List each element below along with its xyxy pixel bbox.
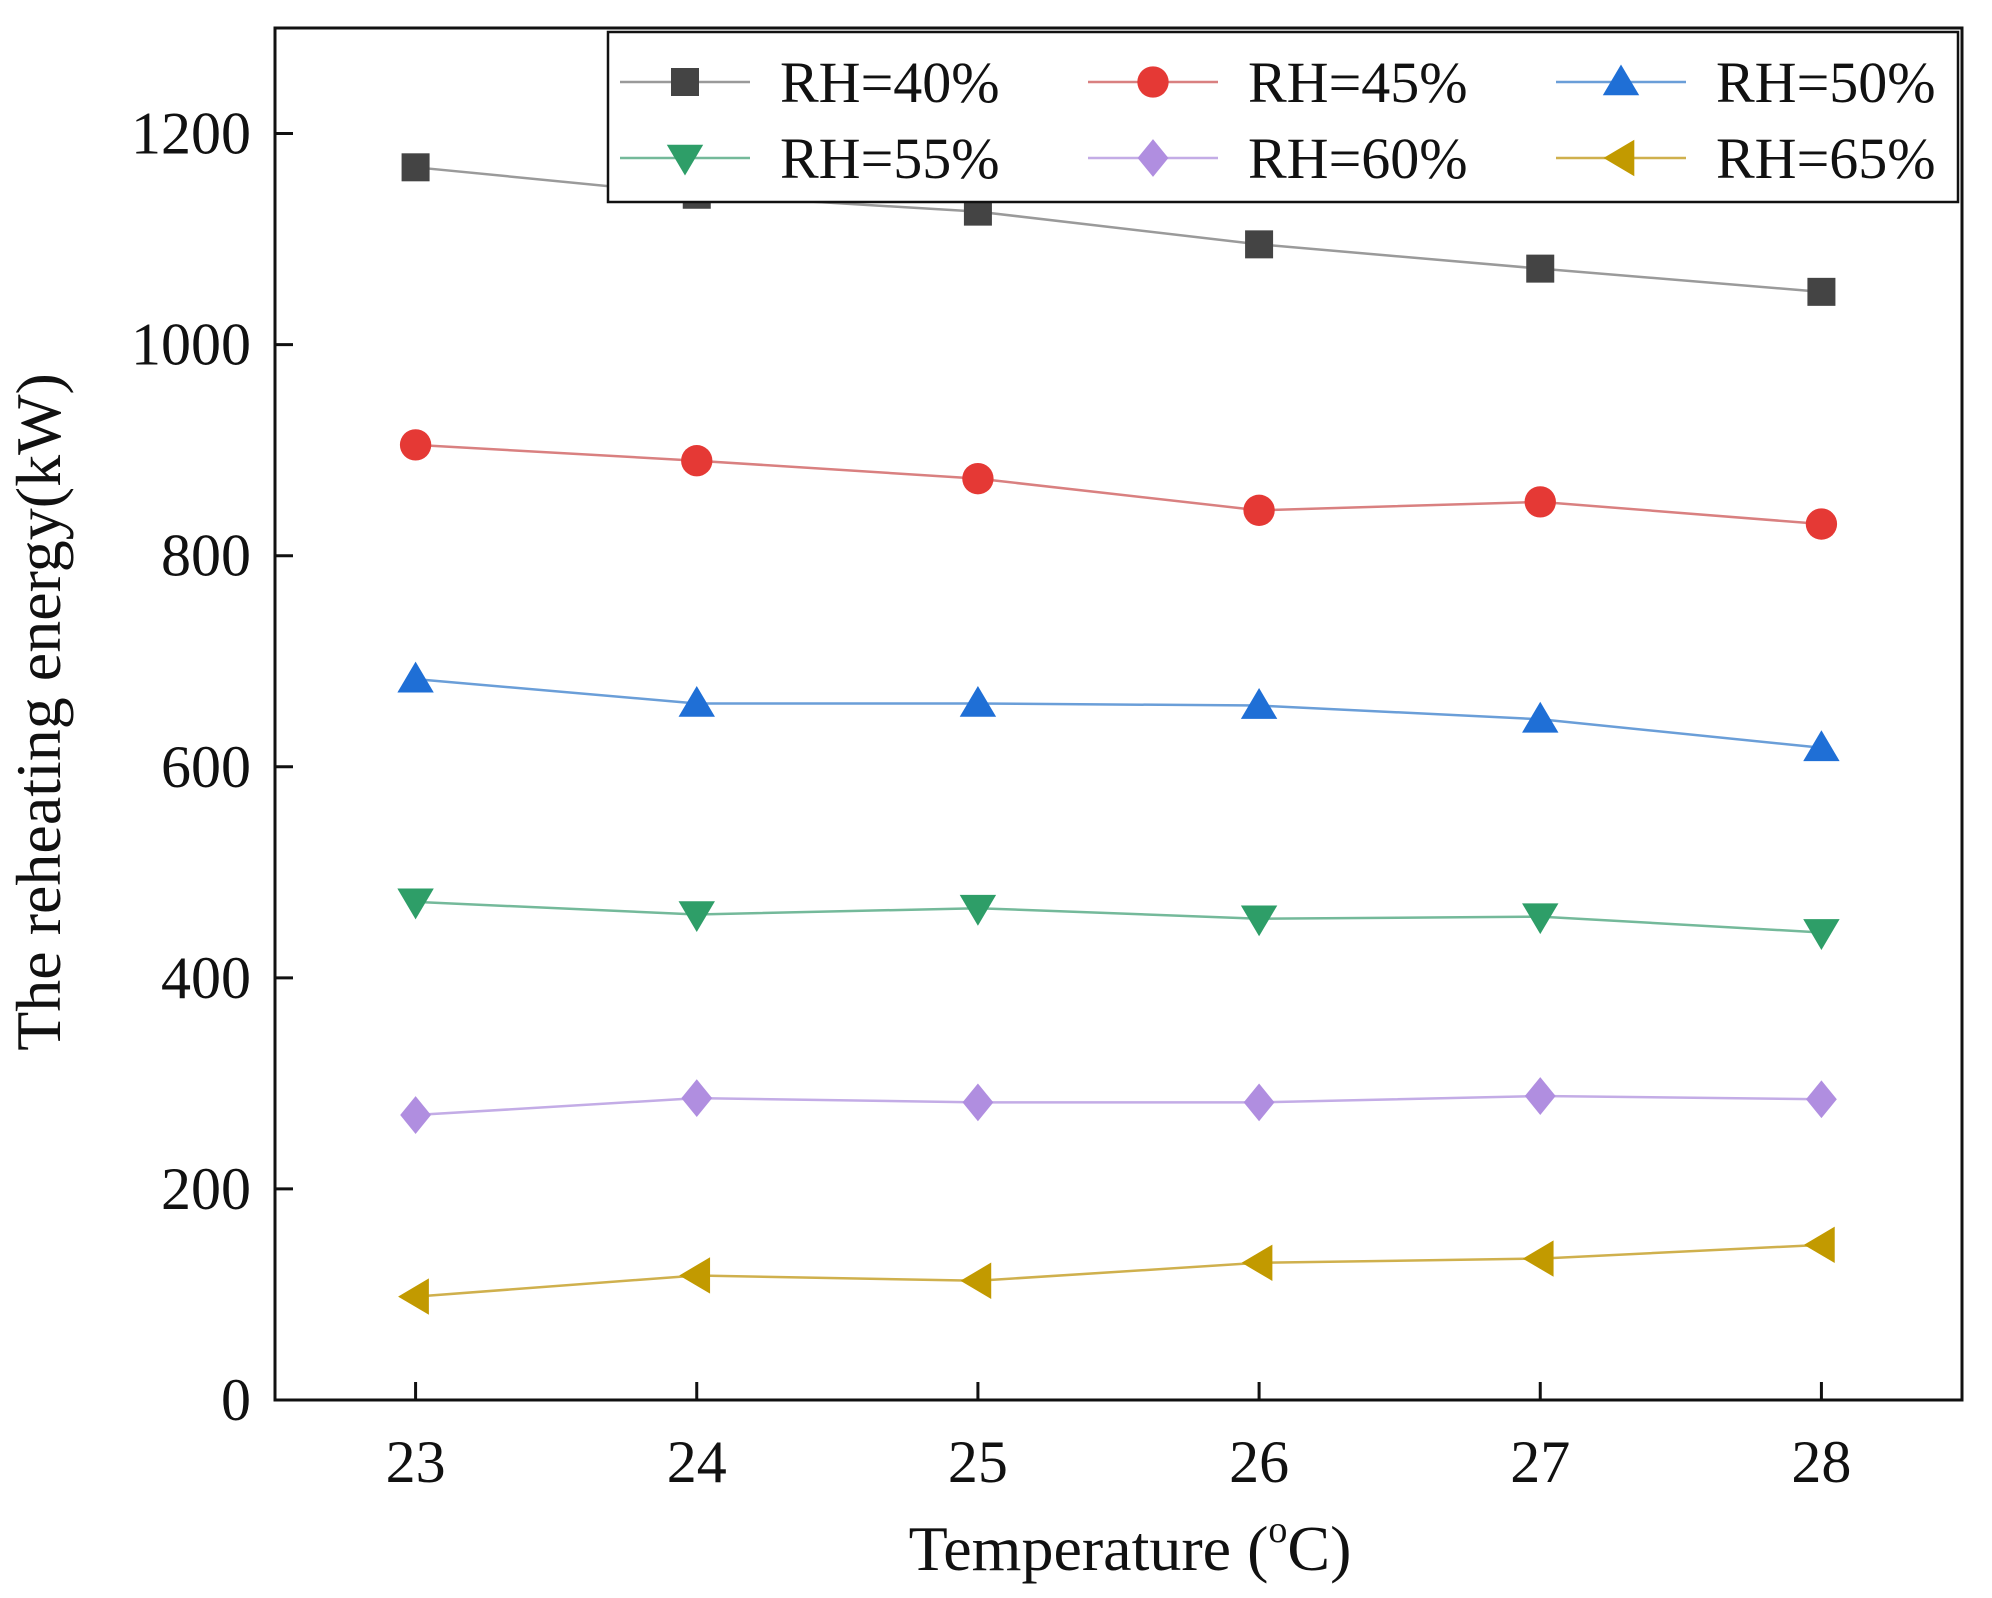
data-point	[959, 685, 997, 717]
x-tick-label: 26	[1229, 1429, 1289, 1495]
data-point	[1522, 1240, 1554, 1277]
y-tick-label: 400	[161, 945, 251, 1011]
x-tick-label: 25	[948, 1429, 1008, 1495]
data-point	[959, 894, 997, 926]
data-point	[1245, 230, 1274, 259]
x-tick-label: 27	[1510, 1429, 1570, 1495]
legend-marker	[671, 68, 699, 96]
data-point	[681, 445, 713, 477]
data-point	[1803, 730, 1840, 762]
data-point	[1240, 905, 1278, 937]
data-point	[1522, 903, 1559, 935]
y-tick-label: 1000	[131, 312, 251, 378]
plot-area: 0 200 400 600 800 1000 1200 23 24 25 26 27 28	[131, 26, 1964, 1495]
legend-label: RH=45%	[1248, 50, 1468, 115]
y-tick-label: 800	[161, 523, 251, 589]
legend: RH=40% RH=45% RH=50% RH=55% RH=60% RH=65%	[606, 30, 1960, 204]
y-tick-label: 0	[221, 1367, 251, 1433]
legend-item: RH=50%	[1556, 50, 1936, 115]
legend-marker	[1603, 139, 1635, 177]
legend-item: RH=40%	[620, 50, 1000, 115]
x-axis-title: Temperature (oC)	[909, 1509, 1352, 1584]
x-tick-label: 24	[667, 1429, 727, 1495]
data-point	[678, 685, 715, 717]
y-axis-title: The reheating energy(kW)	[3, 373, 74, 1051]
legend-marker	[666, 144, 704, 176]
series-layer	[397, 153, 1840, 1315]
data-point	[960, 1262, 992, 1299]
legend-item: RH=55%	[620, 126, 1000, 191]
legend-marker	[1137, 66, 1169, 98]
data-point	[1243, 1083, 1275, 1122]
y-tick-label: 1200	[131, 101, 251, 167]
legend-marker	[1137, 139, 1169, 177]
legend-label: RH=60%	[1248, 126, 1468, 191]
data-point	[1243, 494, 1275, 526]
data-point	[1805, 508, 1838, 540]
data-point	[1803, 919, 1840, 950]
data-point	[398, 1278, 429, 1315]
data-point	[1240, 688, 1278, 719]
series-line	[415, 443, 1822, 526]
legend-item: RH=60%	[1088, 126, 1468, 191]
x-tick-label: 23	[386, 1429, 446, 1495]
legend-item: RH=65%	[1556, 126, 1936, 191]
data-point	[400, 1096, 431, 1134]
plot-frame	[273, 26, 1964, 1402]
series-6	[398, 1226, 1835, 1315]
data-point	[1524, 486, 1556, 518]
legend-label: RH=50%	[1716, 50, 1936, 115]
series-line	[415, 1094, 1822, 1117]
data-point	[1807, 277, 1836, 306]
legend-marker	[1602, 64, 1640, 96]
data-point	[679, 1257, 711, 1294]
data-point	[962, 1083, 994, 1122]
series-3	[397, 661, 1840, 762]
series-line	[415, 900, 1822, 934]
legend-item: RH=45%	[1088, 50, 1468, 115]
legend-label: RH=40%	[780, 50, 1000, 115]
legend-box	[606, 30, 1960, 204]
data-point	[397, 661, 434, 693]
series-line	[415, 1243, 1822, 1298]
data-point	[962, 462, 994, 495]
data-point	[1241, 1244, 1273, 1281]
data-point	[401, 153, 430, 182]
y-tick-label: 200	[161, 1156, 251, 1222]
data-point	[1522, 701, 1559, 733]
y-tick-label: 600	[161, 734, 251, 800]
data-point	[397, 888, 434, 920]
legend-label: RH=55%	[780, 126, 1000, 191]
legend-label: RH=65%	[1716, 126, 1936, 191]
series-4	[397, 888, 1840, 950]
data-point	[678, 901, 715, 933]
data-point	[1524, 1077, 1556, 1115]
x-tick-label: 28	[1791, 1429, 1851, 1495]
data-point	[681, 1079, 713, 1118]
series-2	[399, 429, 1838, 540]
data-point	[399, 429, 432, 461]
data-point	[1806, 1080, 1837, 1119]
data-point	[1803, 1226, 1835, 1264]
series-line	[415, 677, 1822, 750]
data-point	[1526, 254, 1555, 283]
series-5	[400, 1077, 1837, 1134]
